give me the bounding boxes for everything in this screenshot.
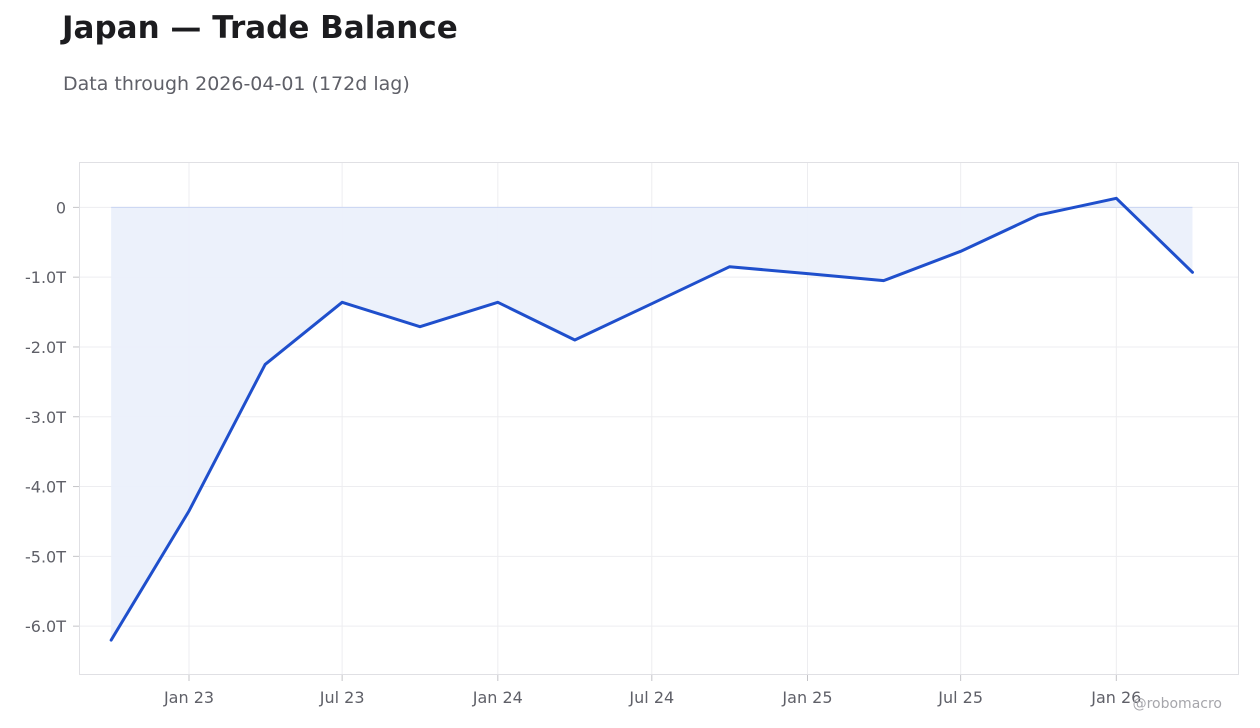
x-tick-label: Jul 24 [628,688,674,707]
y-tick-label: -5.0T [25,547,66,566]
y-tick-label: -4.0T [25,478,66,497]
x-tick-label: Jan 24 [472,688,523,707]
x-axis: Jan 23 Jul 23 Jan 24 Jul 24 Jan 25 Jul 25 Jan … [163,675,1141,707]
y-axis: 0 -1.0T -2.0T -3.0T -4.0T -5.0T -6.0T [25,198,79,636]
x-tick-label: Jul 25 [937,688,983,707]
y-tick-label: -1.0T [25,268,66,287]
trade-balance-line [109,196,1194,642]
y-tick-label: 0 [56,198,66,217]
plot-frame [79,162,1239,675]
y-tick-label: -3.0T [25,408,66,427]
trade-balance-area [111,198,1193,641]
x-tick-label: Jan 25 [781,688,832,707]
x-tick-label: Jul 23 [319,688,365,707]
chart-title: Japan — Trade Balance [62,10,458,46]
y-tick-label: -6.0T [25,617,66,636]
y-tick-label: -2.0T [25,338,66,357]
chart-subtitle: Data through 2026-04-01 (172d lag) [63,73,410,95]
source-credit: @robomacro [1132,696,1222,712]
x-tick-label: Jan 26 [1090,688,1141,707]
x-tick-label: Jan 23 [163,688,214,707]
